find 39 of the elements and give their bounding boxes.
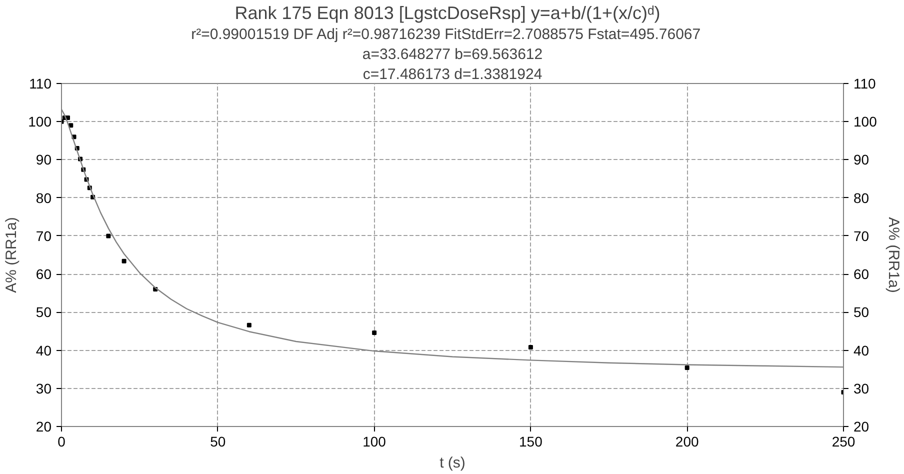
point [372,330,377,335]
point [528,344,533,350]
y2-tick-label: 90 [854,152,870,168]
y-tick-label: 110 [29,76,52,92]
point [684,366,690,370]
point [106,234,111,238]
y-tick-label: 50 [36,304,52,320]
text: c=17.486173 d=1.3381924 [362,66,542,83]
chart-subtitle: r²=0.99001519 DF Adj r²=0.98716239 FitStdErr=2.7088575 Fstat=495.76067 [191,26,701,43]
y-tick-label: 80 [36,190,52,206]
y2-tick-label: 40 [854,342,870,358]
y-axis-title: A% (RR1a) [3,217,20,293]
y-tick-label: 60 [36,266,52,282]
x-tick-label: 100 [362,434,386,450]
y2-tick-label: 60 [854,266,870,282]
point [246,322,252,328]
y2-axis-title: A% (RR1a) [884,217,902,293]
y2-tick-label: 110 [854,76,876,92]
x-tick-label: 50 [210,434,226,450]
y-tick-label: 40 [36,342,52,358]
y-tick-label: 20 [36,418,52,434]
y2-tick-label: 50 [854,304,870,320]
y2-tick-label: 70 [854,228,870,244]
x-tick-label: 0 [58,434,66,450]
y2-tick-label: 80 [854,190,870,206]
chart-title: Rank 175 Eqn 8013 [LgstcDoseRsp] y=a+b/(1+(x/c)ᵈ) [234,3,660,23]
text: a=33.648277 b=69.563612 [362,46,543,63]
y-tick-label: 100 [28,114,52,130]
y-tick-label: 70 [36,228,52,244]
y2-tick-label: 30 [854,380,870,396]
x-tick-label: 200 [675,434,699,450]
x-axis-title: t (s) [440,454,466,472]
x-tick-label: 250 [832,434,856,450]
y2-tick-label: 20 [854,418,870,434]
y-tick-label: 90 [36,152,52,168]
y-tick-label: 30 [36,380,52,396]
point [122,258,126,264]
y2-tick-label: 100 [854,114,878,130]
x-tick-label: 150 [519,434,543,450]
